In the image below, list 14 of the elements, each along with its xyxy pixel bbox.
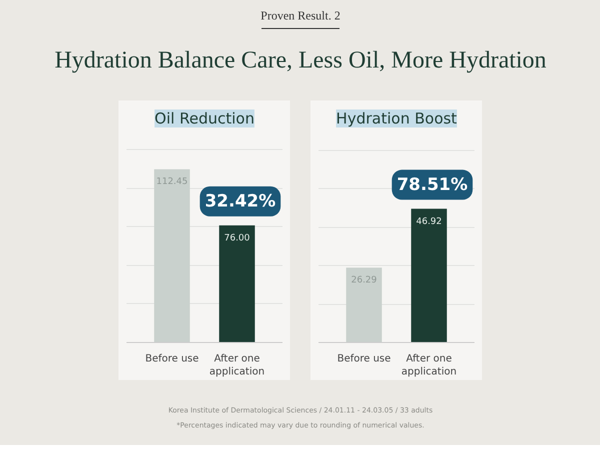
data-label: 76.00 xyxy=(224,233,250,244)
data-label: 112.45 xyxy=(156,177,188,188)
x-tick-label: Before use xyxy=(145,354,199,364)
x-tick-label: After one application xyxy=(209,354,265,378)
chart-title: Oil Reduction xyxy=(154,110,254,128)
x-tick-label: Before use xyxy=(337,354,391,364)
text: Proven Result. 2 xyxy=(260,8,340,22)
annotation: 78.51% xyxy=(396,174,468,195)
x-tick-label: After one application xyxy=(401,354,457,378)
data-label: 46.92 xyxy=(416,216,442,227)
data-label: 26.29 xyxy=(351,276,378,286)
text: Hydration Balance Care, Less Oil, More Hydration xyxy=(54,48,546,74)
chart-title: Hydration Boost xyxy=(336,110,458,128)
annotation: 32.42% xyxy=(204,191,276,212)
